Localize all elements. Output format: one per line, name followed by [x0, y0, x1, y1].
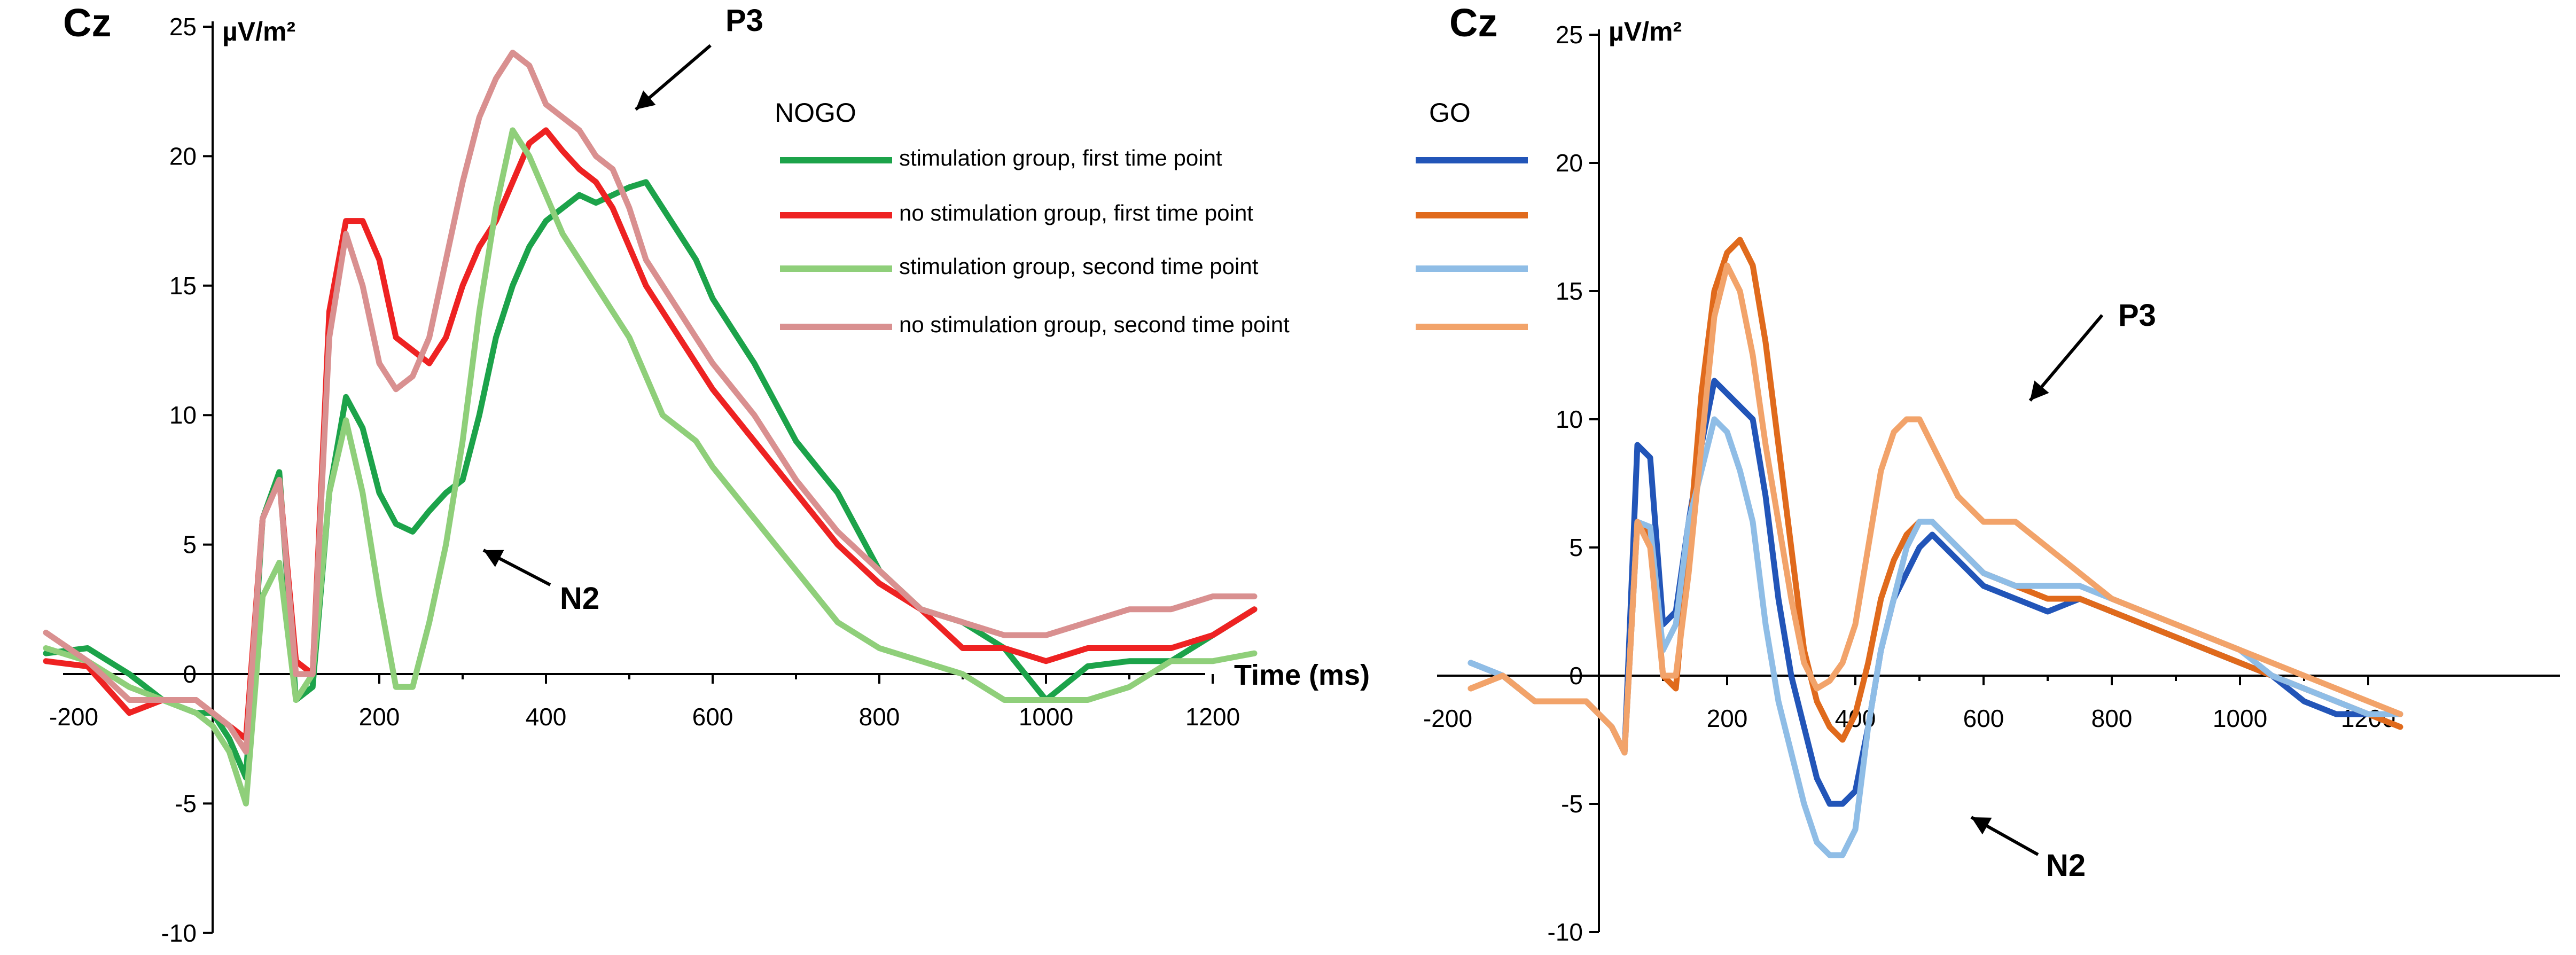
- series-line-3: [43, 127, 1258, 807]
- legend-entry: stimulation group, second time point: [899, 254, 1259, 279]
- y-tick-label: 5: [183, 531, 197, 559]
- x-tick-label: 200: [1707, 704, 1748, 732]
- x-tick-label: 800: [859, 703, 900, 731]
- y-tick-label: 10: [1556, 405, 1583, 433]
- y-tick-label: -5: [175, 789, 197, 817]
- channel-label: Cz: [63, 1, 111, 45]
- y-tick-label: 20: [169, 142, 197, 170]
- legend-entry: no stimulation group, second time point: [899, 312, 1290, 337]
- legend-title: GO: [1429, 98, 1471, 128]
- y-tick-label: -10: [1548, 918, 1583, 946]
- annotation-n2: N2: [560, 581, 599, 616]
- x-tick-label: 600: [1963, 704, 2004, 732]
- y-axis-label: µV/m²: [1609, 17, 1682, 46]
- y-tick-label: 15: [1556, 277, 1583, 305]
- annotation-arrow: [2028, 314, 2104, 402]
- y-axis-label: µV/m²: [222, 17, 295, 46]
- panel-nogo: -10 -5 0 5 10 15 20 25 -200 200 400 600 800 1000 1200 C…: [43, 1, 1370, 947]
- arrow-head: [2030, 380, 2049, 401]
- legend-entry: no stimulation group, first time point: [899, 200, 1253, 225]
- x-tick-label: 200: [359, 703, 400, 731]
- y-tick-label: 0: [183, 660, 197, 688]
- x-tick-label: 800: [2091, 704, 2133, 732]
- legend-title: NOGO: [775, 98, 856, 128]
- y-tick-label: 10: [169, 401, 197, 429]
- channel-label: Cz: [1449, 1, 1497, 45]
- y-tick-label: 25: [1556, 21, 1583, 49]
- annotation-p3: P3: [2118, 298, 2156, 333]
- arrow-head: [636, 90, 656, 109]
- y-tick-label: 0: [1569, 662, 1583, 690]
- x-axis-label: Time (ms): [1234, 659, 1370, 691]
- legend-entry: stimulation group, first time point: [899, 145, 1222, 170]
- series-line-3: [1467, 416, 2403, 858]
- annotation-n2: N2: [2046, 848, 2086, 883]
- series-line-4: [43, 50, 1258, 755]
- y-tick-label: 15: [169, 272, 197, 300]
- x-tick-label: 1000: [2213, 704, 2267, 732]
- y-tick-label: 5: [1569, 534, 1583, 561]
- x-tick-label: 1000: [1019, 703, 1073, 731]
- x-tick-label: 1200: [1185, 703, 1240, 731]
- y-tick-label: -10: [161, 919, 197, 947]
- x-tick-label: -200: [1423, 704, 1472, 732]
- y-tick-label: -5: [1561, 790, 1583, 818]
- series-line-1: [1467, 378, 2403, 807]
- x-tick-label: 400: [526, 703, 567, 731]
- x-tick-label: -200: [49, 703, 98, 731]
- y-tick-label: 20: [1556, 149, 1583, 177]
- y-tick-label: 25: [169, 13, 197, 41]
- arrow-head: [483, 550, 504, 567]
- x-tick-label: 600: [692, 703, 733, 731]
- annotation-p3: P3: [725, 3, 763, 38]
- arrow-head: [1971, 817, 1992, 835]
- series-line-4: [1467, 262, 2403, 756]
